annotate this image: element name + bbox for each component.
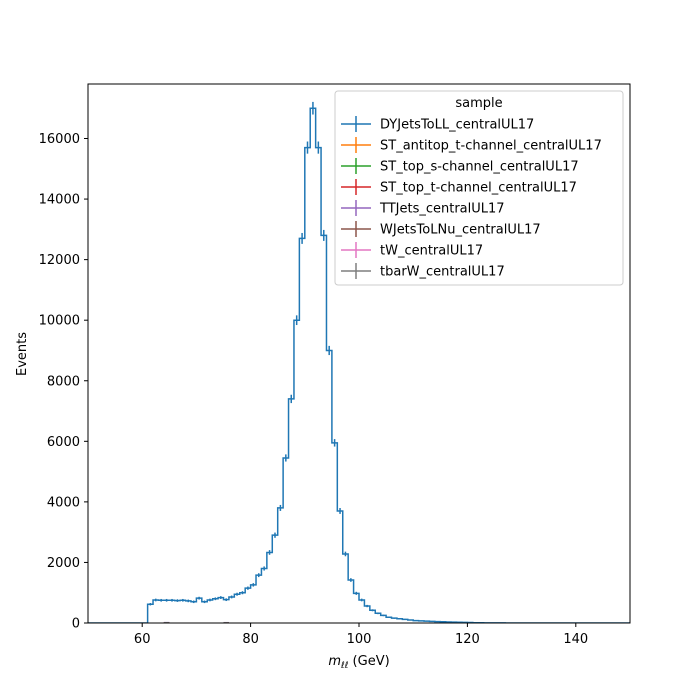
legend-entry-st-top-t-channel-centralul17: ST_top_t-channel_centralUL17 xyxy=(341,179,577,196)
legend-label: tbarW_centralUL17 xyxy=(380,265,505,280)
x-tick-label: 60 xyxy=(134,632,151,647)
legend-label: tW_centralUL17 xyxy=(380,244,483,259)
legend-entry-st-antitop-t-channel-centralul17: ST_antitop_t-channel_centralUL17 xyxy=(341,137,602,154)
y-tick-label: 16000 xyxy=(39,132,80,147)
legend-label: DYJetsToLL_centralUL17 xyxy=(380,118,534,133)
legend-entry-tbarw-centralul17: tbarW_centralUL17 xyxy=(341,263,505,280)
legend-label: ST_antitop_t-channel_centralUL17 xyxy=(380,139,602,154)
legend-label: ST_top_s-channel_centralUL17 xyxy=(380,160,579,175)
x-tick-label: 140 xyxy=(563,632,588,647)
y-tick-label: 8000 xyxy=(47,374,80,389)
x-axis-label: mℓℓ (GeV) xyxy=(328,654,389,671)
y-tick-label: 6000 xyxy=(47,435,80,450)
y-axis-ticks: 0 2000 4000 6000 8000 10000 12000 14000 16000 xyxy=(39,132,88,632)
legend: sample DYJetsToLL_centralUL17 ST_antitop_… xyxy=(334,90,624,286)
x-tick-label: 80 xyxy=(242,632,259,647)
y-tick-label: 14000 xyxy=(39,193,80,208)
x-axis-label-unit: (GeV) xyxy=(348,654,389,669)
y-tick-label: 4000 xyxy=(47,495,80,510)
legend-entries: DYJetsToLL_centralUL17 ST_antitop_t-chann… xyxy=(341,116,602,280)
y-axis-label: Events xyxy=(15,332,30,376)
legend-frame xyxy=(334,90,624,286)
legend-entry-st-top-s-channel-centralul17: ST_top_s-channel_centralUL17 xyxy=(341,158,579,175)
legend-entry-ttjets-centralul17: TTJets_centralUL17 xyxy=(341,200,505,217)
legend-entry-wjetstolnu-centralul17: WJetsToLNu_centralUL17 xyxy=(341,221,541,238)
legend-entry-tw-centralul17: tW_centralUL17 xyxy=(341,242,483,259)
x-axis-ticks: 60 80 100 120 140 xyxy=(134,623,588,647)
y-tick-label: 2000 xyxy=(47,556,80,571)
legend-label: ST_top_t-channel_centralUL17 xyxy=(380,181,577,196)
y-tick-label: 0 xyxy=(72,617,80,632)
x-tick-label: 120 xyxy=(455,632,480,647)
x-axis-label-subscript: ℓℓ xyxy=(340,661,348,671)
legend-label: WJetsToLNu_centralUL17 xyxy=(380,223,541,238)
legend-entry-dyjetstoll-centralul17: DYJetsToLL_centralUL17 xyxy=(341,116,534,133)
y-tick-label: 10000 xyxy=(39,314,80,329)
x-tick-label: 100 xyxy=(347,632,372,647)
y-tick-label: 12000 xyxy=(39,253,80,268)
legend-title: sample xyxy=(455,96,502,111)
legend-label: TTJets_centralUL17 xyxy=(379,202,505,217)
x-axis-label-main: m xyxy=(328,654,341,669)
